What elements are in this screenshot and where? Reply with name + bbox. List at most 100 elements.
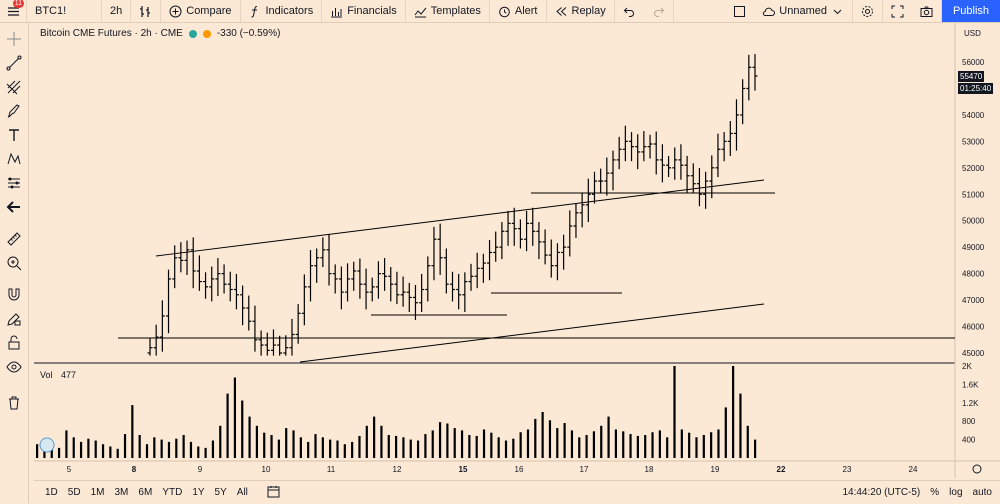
time-tick-label: 23 <box>843 465 852 474</box>
remove-drawings-tool[interactable] <box>6 395 22 411</box>
prediction-icon <box>8 177 20 189</box>
range-ytd-button[interactable]: YTD <box>162 487 183 498</box>
trend-line-icon <box>6 55 22 71</box>
redo-button[interactable] <box>644 0 674 22</box>
tradingview-logo-icon <box>39 437 55 453</box>
auto-scale-toggle[interactable]: auto <box>972 487 992 498</box>
plus-circle-icon <box>169 5 182 17</box>
volume-bar <box>241 400 244 458</box>
volume-bar <box>36 444 39 458</box>
range-1y-button[interactable]: 1Y <box>192 487 205 498</box>
fullscreen-button[interactable] <box>883 0 912 22</box>
templates-button[interactable]: Templates <box>406 0 490 22</box>
volume-bar <box>548 420 552 458</box>
measure-tool[interactable] <box>6 231 22 247</box>
volume-bar <box>197 446 200 458</box>
volume-tick-label: 1.6K <box>962 380 979 389</box>
volume-bar <box>636 435 639 458</box>
trend-line-tool[interactable] <box>6 55 22 71</box>
text-tool[interactable] <box>6 127 22 143</box>
brush-icon <box>7 104 20 118</box>
interval-button[interactable]: 2h <box>102 0 132 22</box>
hide-toolbar-button[interactable] <box>6 199 22 215</box>
volume-bar <box>248 416 251 458</box>
financials-button[interactable]: Financials <box>322 0 406 22</box>
clock-timezone[interactable]: 14:44:20 (UTC-5) <box>842 487 921 498</box>
price-tick-label: 50000 <box>962 217 985 226</box>
volume-bar <box>644 435 647 458</box>
volume-tick-label: 1.2K <box>962 399 979 408</box>
price-tick-label: 51000 <box>962 190 985 199</box>
replay-button[interactable]: Replay <box>547 0 615 22</box>
volume-bar <box>116 448 119 458</box>
indicators-button[interactable]: Indicators <box>241 0 323 22</box>
upper-channel-line <box>155 179 765 257</box>
fib-tool[interactable] <box>6 79 22 95</box>
snapshot-button[interactable] <box>912 0 942 22</box>
volume-bar <box>138 435 141 458</box>
time-tick-label: 5 <box>67 465 72 474</box>
chart-legend: Bitcoin CME Futures · 2h · CME -330 (−0.… <box>40 28 280 39</box>
lock-drawings-tool[interactable] <box>6 335 22 351</box>
crosshair-tool[interactable] <box>6 31 22 47</box>
goto-date-button[interactable] <box>267 485 280 501</box>
range-3m-button[interactable]: 3M <box>114 487 129 498</box>
volume-bar <box>57 447 61 458</box>
cloud-icon <box>763 7 776 16</box>
symbol-search-button[interactable]: BTC1! <box>27 0 102 22</box>
volume-bar <box>651 432 654 458</box>
volume-bar <box>710 432 713 458</box>
volume-bar <box>688 432 691 458</box>
volume-tick-label: 800 <box>962 417 976 426</box>
volume-bar <box>329 439 332 458</box>
compare-button[interactable]: Compare <box>161 0 241 22</box>
range-6m-button[interactable]: 6M <box>138 487 153 498</box>
volume-bar <box>534 418 537 458</box>
zoom-in-icon <box>7 256 22 271</box>
zoom-tool[interactable] <box>6 255 22 271</box>
percent-scale-toggle[interactable]: % <box>930 487 940 498</box>
select-layout-checkbox[interactable] <box>725 0 754 22</box>
volume-bar <box>739 393 742 458</box>
price-tick-label: 45000 <box>962 349 985 358</box>
chart-type-button[interactable] <box>131 0 162 22</box>
volume-bar <box>277 439 280 458</box>
stay-drawing-tool[interactable] <box>6 311 22 327</box>
prediction-tool[interactable] <box>6 175 22 191</box>
volume-bar <box>314 434 317 458</box>
hide-drawings-tool[interactable] <box>6 359 22 375</box>
financials-label: Financials <box>347 5 397 17</box>
symbol-label: BTC1! <box>35 5 67 17</box>
market-status-dot <box>188 29 197 38</box>
volume-bar <box>263 432 266 458</box>
magnet-tool[interactable] <box>6 287 22 303</box>
volume-bar <box>556 428 559 458</box>
time-tick-label: 18 <box>645 465 654 474</box>
volume-bar <box>365 425 368 458</box>
time-tick-label: 10 <box>262 465 271 474</box>
time-tick-label: 17 <box>580 465 589 474</box>
settings-button[interactable] <box>853 0 883 22</box>
currency-label[interactable]: USD <box>964 29 981 38</box>
volume-bar <box>175 438 178 458</box>
camera-icon <box>920 6 933 17</box>
undo-button[interactable] <box>615 0 644 22</box>
range-1d-button[interactable]: 1D <box>45 487 58 498</box>
publish-button[interactable]: Publish <box>942 0 1000 22</box>
layout-name-button[interactable]: Unnamed <box>754 0 853 22</box>
volume-bar <box>160 439 163 458</box>
range-1m-button[interactable]: 1M <box>90 487 105 498</box>
range-all-button[interactable]: All <box>236 487 248 498</box>
brush-tool[interactable] <box>6 103 22 119</box>
alert-button[interactable]: Alert <box>490 0 547 22</box>
volume-bar <box>622 431 625 458</box>
pattern-tool[interactable] <box>6 151 22 167</box>
price-chart[interactable]: 45000 46000 47000 48000 49000 50000 51000 52000… <box>0 0 1000 480</box>
main-menu-button[interactable]: 11 <box>0 0 27 22</box>
range-5y-button[interactable]: 5Y <box>214 487 227 498</box>
alarm-clock-icon <box>499 6 510 17</box>
last-price-label: 55470 <box>958 71 985 82</box>
volume-bar <box>307 441 310 458</box>
log-scale-toggle[interactable]: log <box>949 487 963 498</box>
range-5d-button[interactable]: 5D <box>67 487 81 498</box>
